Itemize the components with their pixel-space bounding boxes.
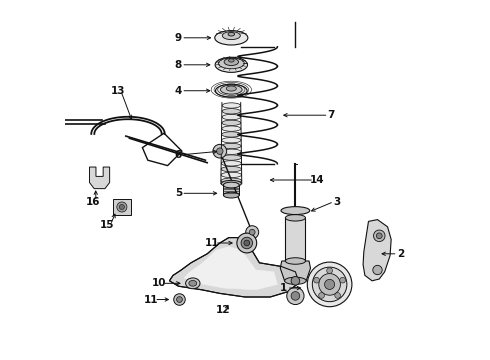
Circle shape [291,292,300,300]
Circle shape [373,265,382,275]
Ellipse shape [217,148,223,154]
Ellipse shape [241,237,252,249]
Text: 1: 1 [280,283,288,293]
Ellipse shape [222,32,240,40]
Ellipse shape [221,166,242,172]
Ellipse shape [221,149,241,154]
Circle shape [291,276,300,285]
Ellipse shape [186,278,200,289]
Text: 16: 16 [86,197,100,207]
Ellipse shape [285,215,305,221]
Circle shape [307,262,352,307]
Text: 15: 15 [100,220,115,230]
Text: 12: 12 [216,305,231,315]
Polygon shape [280,261,311,281]
Ellipse shape [221,172,242,177]
Ellipse shape [221,132,241,137]
Circle shape [327,268,333,274]
Ellipse shape [221,138,241,143]
Ellipse shape [222,120,241,126]
Ellipse shape [222,114,241,120]
Bar [285,218,305,261]
Circle shape [318,293,324,298]
Ellipse shape [285,258,305,264]
Polygon shape [90,167,110,189]
Text: 2: 2 [397,249,404,259]
Polygon shape [184,247,277,290]
Ellipse shape [228,32,235,36]
Text: 11: 11 [144,294,159,305]
Polygon shape [170,238,299,297]
Circle shape [324,279,335,289]
Circle shape [287,287,304,305]
Ellipse shape [220,85,242,94]
Ellipse shape [224,58,239,66]
Bar [113,199,130,215]
Text: 9: 9 [175,33,182,43]
Ellipse shape [189,280,197,286]
Ellipse shape [222,103,241,108]
Text: 8: 8 [175,60,182,70]
Circle shape [314,277,319,283]
Bar [223,185,239,195]
Ellipse shape [237,233,257,253]
Ellipse shape [215,57,247,72]
Ellipse shape [226,86,236,91]
Ellipse shape [223,192,239,198]
Ellipse shape [174,294,185,305]
Ellipse shape [221,161,242,166]
Text: 4: 4 [175,86,182,96]
Polygon shape [363,220,391,281]
Circle shape [373,230,385,242]
Circle shape [117,202,127,212]
Text: 3: 3 [333,197,341,207]
Text: 10: 10 [152,278,167,288]
Circle shape [340,277,345,283]
Ellipse shape [223,182,239,188]
Ellipse shape [216,84,247,97]
Ellipse shape [244,240,250,246]
Ellipse shape [215,31,248,45]
Circle shape [376,233,382,239]
Circle shape [120,204,124,210]
Text: 5: 5 [175,188,182,198]
Text: 13: 13 [111,86,125,96]
Ellipse shape [281,207,310,215]
Ellipse shape [221,143,241,149]
Ellipse shape [285,277,306,284]
Ellipse shape [213,144,227,158]
Text: 14: 14 [310,175,324,185]
Circle shape [319,274,341,295]
Text: 6: 6 [175,150,182,160]
Ellipse shape [221,155,242,160]
Text: 11: 11 [205,238,219,248]
Ellipse shape [245,226,259,239]
Ellipse shape [176,297,182,302]
Ellipse shape [228,59,234,62]
Text: 7: 7 [328,110,335,120]
Ellipse shape [219,58,245,69]
Ellipse shape [222,109,241,114]
Ellipse shape [249,229,255,235]
Circle shape [312,267,347,302]
Ellipse shape [222,126,241,131]
Ellipse shape [221,178,242,183]
Ellipse shape [221,180,242,187]
Circle shape [335,293,341,298]
